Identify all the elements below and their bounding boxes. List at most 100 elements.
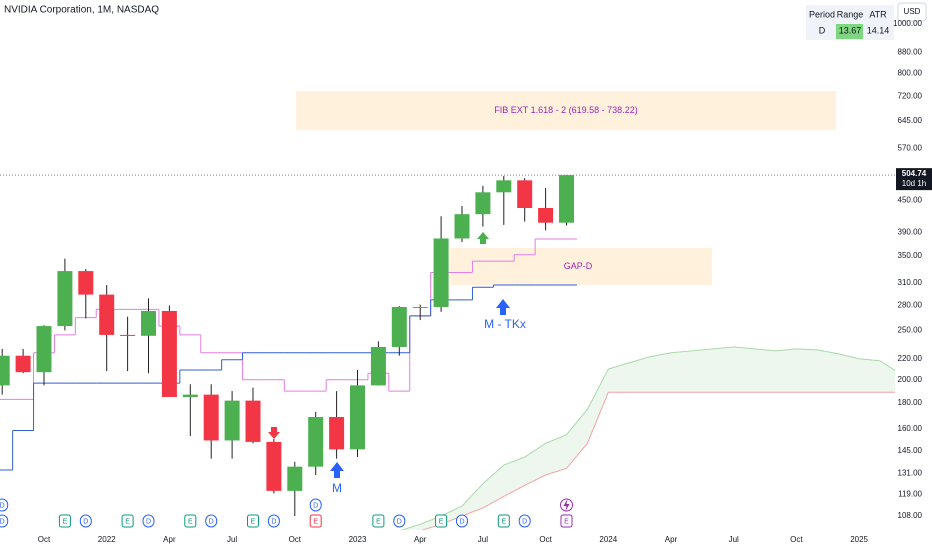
event-label: D — [271, 518, 276, 525]
candle-body — [120, 334, 136, 336]
arrow-up — [477, 232, 489, 244]
zone — [296, 91, 836, 130]
event-label: D — [522, 518, 527, 525]
event-badge — [372, 514, 385, 528]
event-label: E — [313, 518, 318, 525]
candle-body — [287, 466, 303, 491]
x-tick-label: Jul — [729, 535, 739, 544]
annotation: M - TKx — [484, 317, 526, 331]
currency-button[interactable] — [897, 2, 927, 22]
arrow-up — [496, 299, 510, 315]
event-label: E — [376, 518, 381, 525]
event-badge — [58, 514, 71, 528]
y-tick-label: 280.00 — [898, 301, 923, 310]
event-badge — [435, 514, 448, 528]
y-tick-label: 390.00 — [898, 227, 923, 236]
candle-body — [454, 214, 470, 239]
table-header: Period — [809, 9, 835, 19]
y-tick-label: 880.00 — [898, 47, 923, 56]
range-cell — [836, 24, 863, 39]
event-label: D — [0, 502, 5, 509]
currency-label: USD — [904, 7, 921, 16]
x-tick-label: 2024 — [599, 535, 617, 544]
x-tick-label: Oct — [38, 535, 51, 544]
candle-body — [538, 208, 554, 223]
price-badge — [896, 168, 932, 191]
candle-body — [57, 271, 73, 327]
candle-body — [350, 385, 365, 450]
candle-body — [329, 417, 345, 450]
price-badge-countdown: 10d 1h — [902, 179, 926, 188]
zone-label: GAP-D — [564, 261, 593, 271]
annotation: M — [332, 481, 342, 495]
x-tick-label: Apr — [665, 535, 678, 544]
cloud-fill — [401, 346, 895, 530]
candle-body — [517, 180, 533, 209]
event-badge — [184, 514, 197, 528]
y-tick-label: 108.00 — [898, 511, 923, 520]
candle-body — [0, 355, 10, 386]
y-tick-label: 220.00 — [898, 354, 923, 363]
plot-area — [0, 91, 895, 530]
event-badge — [497, 514, 510, 528]
price-badge-value: 504.74 — [902, 169, 927, 178]
candle-body — [475, 192, 491, 215]
x-tick-label: 2022 — [98, 535, 116, 544]
candle-body — [245, 400, 261, 442]
event-badge — [0, 514, 9, 528]
event-badge — [309, 514, 322, 528]
candle-body — [370, 346, 386, 386]
x-tick-label: Jul — [227, 535, 237, 544]
candle-body — [15, 355, 31, 373]
event-badge — [0, 498, 9, 512]
event-badge — [456, 514, 468, 528]
event-label: E — [501, 518, 506, 525]
event-label: E — [188, 518, 193, 525]
candle-body — [224, 400, 240, 441]
candle-body — [433, 238, 449, 307]
candle-body — [391, 306, 407, 347]
event-label: E — [251, 518, 256, 525]
x-tick-label: Oct — [790, 535, 803, 544]
y-tick-label: 250.00 — [898, 326, 923, 335]
event-label: D — [397, 518, 402, 525]
event-label: D — [459, 518, 464, 525]
cloud-upper — [400, 346, 895, 530]
y-tick-label: 720.00 — [898, 92, 923, 101]
x-tick-label: 2023 — [349, 535, 367, 544]
event-icon-bolt — [563, 499, 570, 511]
y-tick-label: 131.00 — [898, 468, 923, 477]
x-tick-label: Apr — [163, 535, 176, 544]
candle-body — [559, 175, 574, 223]
x-tick-label: 2025 — [850, 535, 868, 544]
candle-body — [203, 394, 219, 441]
event-badge — [309, 498, 322, 512]
y-tick-label: 180.00 — [898, 398, 923, 407]
event-badge — [267, 514, 280, 528]
candle-body — [496, 180, 512, 193]
candle-body — [78, 271, 94, 295]
candle-body — [141, 310, 156, 336]
event-label: D — [83, 518, 88, 525]
event-label: E — [564, 518, 569, 525]
event-label: E — [125, 518, 130, 525]
y-tick-label: 160.00 — [898, 424, 923, 433]
y-tick-label: 800.00 — [898, 68, 923, 77]
zone-label: FIB EXT 1.618 - 2 (619.58 - 738.22) — [494, 105, 637, 115]
y-tick-label: 145.00 — [898, 446, 923, 455]
x-tick-label: Jul — [478, 535, 488, 544]
arrow-down — [268, 427, 280, 439]
y-tick-label: 119.00 — [898, 490, 922, 499]
chart-title: NVIDIA Corporation, 1M, NASDAQ — [4, 5, 159, 16]
event-badge — [142, 514, 155, 528]
y-tick-label: 310.00 — [898, 278, 923, 287]
zone — [450, 248, 712, 286]
event-label: E — [439, 518, 444, 525]
event-label: D — [146, 518, 151, 525]
table-cell: 13.67 — [839, 25, 862, 35]
x-tick-label: Apr — [414, 535, 427, 544]
event-label: D — [313, 502, 318, 509]
arrow-up — [330, 462, 344, 478]
event-label: E — [63, 518, 68, 525]
